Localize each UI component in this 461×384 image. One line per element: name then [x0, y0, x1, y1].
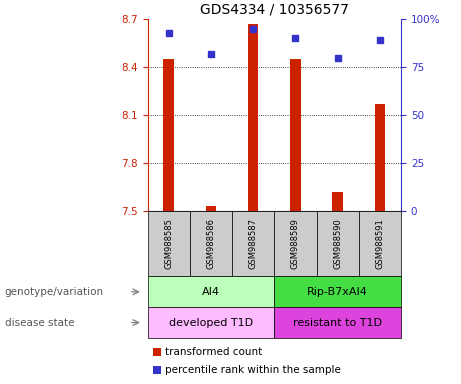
Text: Rip-B7xAI4: Rip-B7xAI4: [307, 287, 368, 297]
Bar: [317, 211, 359, 276]
Text: GSM988585: GSM988585: [164, 218, 173, 269]
Bar: [148, 276, 274, 307]
Bar: [274, 307, 401, 338]
Bar: [153, 366, 161, 374]
Text: GSM988591: GSM988591: [375, 218, 384, 269]
Text: genotype/variation: genotype/variation: [5, 287, 104, 297]
Bar: [206, 206, 216, 211]
Bar: [274, 211, 317, 276]
Text: percentile rank within the sample: percentile rank within the sample: [165, 365, 341, 375]
Text: disease state: disease state: [5, 318, 74, 328]
Bar: [148, 307, 274, 338]
Text: GSM988586: GSM988586: [207, 218, 215, 269]
Text: transformed count: transformed count: [165, 347, 262, 357]
Bar: [248, 24, 259, 211]
Title: GDS4334 / 10356577: GDS4334 / 10356577: [200, 3, 349, 17]
Bar: [332, 192, 343, 211]
Text: developed T1D: developed T1D: [169, 318, 253, 328]
Text: GSM988590: GSM988590: [333, 218, 342, 269]
Text: AI4: AI4: [202, 287, 220, 297]
Bar: [153, 348, 161, 356]
Bar: [359, 211, 401, 276]
Bar: [290, 59, 301, 211]
Bar: [274, 276, 401, 307]
Bar: [163, 59, 174, 211]
Bar: [190, 211, 232, 276]
Text: GSM988589: GSM988589: [291, 218, 300, 269]
Bar: [232, 211, 274, 276]
Bar: [148, 211, 190, 276]
Text: GSM988587: GSM988587: [248, 218, 258, 269]
Text: resistant to T1D: resistant to T1D: [293, 318, 382, 328]
Bar: [375, 104, 385, 211]
